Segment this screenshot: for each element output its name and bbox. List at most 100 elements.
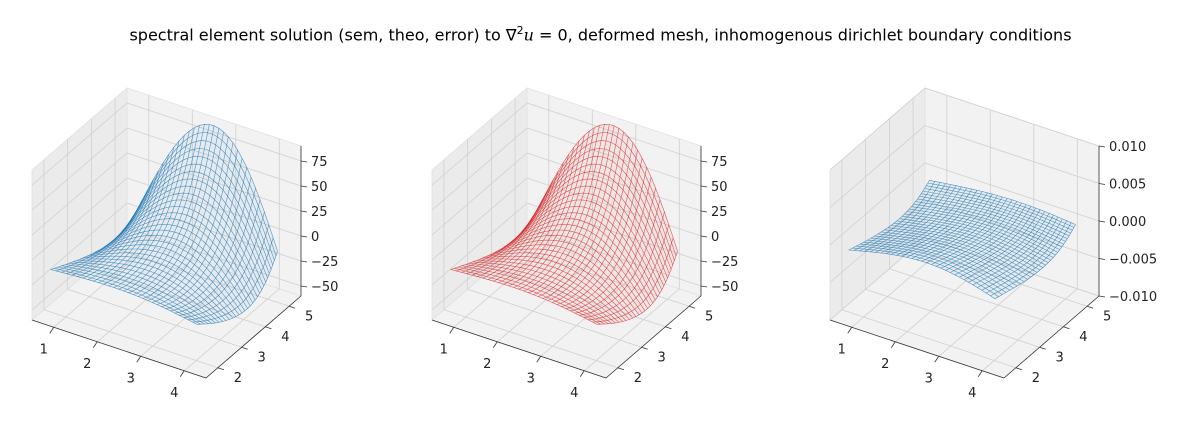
surface-line-v — [887, 227, 1035, 275]
surface-line-v — [927, 182, 1075, 228]
surface-line-v — [917, 198, 1064, 245]
gridline-x-floor — [453, 244, 550, 328]
surface-line-v — [881, 231, 1028, 280]
x-tick-label: 3 — [527, 371, 535, 386]
gridline-z-back — [526, 227, 702, 287]
y-tick-label: 5 — [1103, 309, 1111, 324]
surface-line-v — [489, 248, 637, 317]
surface-wireframe — [50, 123, 278, 325]
gridline-x-floor — [938, 273, 1035, 357]
surface-line-v — [495, 239, 643, 314]
gridline-z-back — [126, 152, 302, 212]
surface-line-v — [926, 185, 1073, 231]
surface-line-v — [884, 229, 1031, 278]
y-tick — [665, 326, 672, 330]
surface-line-v — [469, 262, 616, 324]
surface-line-v — [106, 218, 254, 304]
y-tick-label: 3 — [657, 350, 665, 365]
surface-line-v — [526, 148, 673, 266]
z-tick — [1098, 220, 1106, 223]
z-tick — [300, 285, 308, 288]
surface-line-v — [454, 268, 601, 325]
gridline-z-left — [829, 237, 926, 321]
surface-line-v — [890, 225, 1038, 273]
axis-lines — [31, 146, 302, 379]
gridline-y-floor — [912, 247, 1088, 307]
x-tick — [49, 327, 55, 334]
surface-line-v — [867, 239, 1014, 289]
gridline-z-left — [31, 202, 128, 286]
y-tick — [1086, 305, 1094, 309]
y-tick — [217, 367, 225, 371]
z-tick — [700, 285, 708, 288]
surface-line-v — [121, 171, 268, 279]
x-tick — [977, 370, 983, 377]
x-tick — [934, 356, 940, 363]
y-tick-label: 2 — [634, 371, 642, 386]
surface-line-v — [69, 262, 216, 324]
z-tick-label: 0 — [311, 230, 319, 245]
x-tick-label: 2 — [83, 357, 91, 372]
surface-line-v — [479, 258, 627, 321]
gridline-y-floor — [467, 288, 642, 348]
surface-line-v — [124, 156, 272, 270]
x-axis-line — [431, 319, 607, 379]
gridline-z-back — [526, 127, 702, 187]
y-tick — [288, 305, 296, 309]
surface-line-v — [476, 260, 623, 322]
surface-line-v — [72, 261, 220, 323]
surface-line-v — [131, 123, 278, 252]
gridline-z-left — [829, 125, 926, 208]
y-tick-label: 4 — [281, 330, 289, 345]
y-tick — [688, 305, 696, 309]
surface-line-v — [115, 192, 263, 290]
x-tick — [492, 341, 498, 348]
surface-line-v — [472, 261, 620, 323]
z-tick-label: 0.010 — [1109, 140, 1146, 155]
surface-line-v — [86, 252, 234, 319]
gridline-z-left — [431, 152, 528, 236]
surface-line-v — [58, 266, 205, 325]
z-tick — [300, 235, 308, 238]
surface-line-v — [924, 188, 1071, 234]
gridline-z-back — [526, 152, 702, 212]
z-tick — [1098, 183, 1106, 185]
surface-line-v — [498, 234, 646, 311]
surface-line-v — [83, 255, 230, 320]
gridline-z-left — [31, 177, 128, 261]
y-axis-line — [205, 295, 302, 379]
x-tick-label: 4 — [170, 386, 178, 401]
surface-line-v — [909, 208, 1056, 256]
surface-line-v — [108, 212, 256, 301]
surface-line-v — [508, 212, 656, 301]
surface-line-v — [896, 220, 1044, 268]
x-tick — [136, 356, 142, 363]
y-tick-label: 4 — [681, 330, 689, 345]
surface-line-v — [50, 269, 197, 325]
z-tick-label: 25 — [311, 205, 328, 220]
gridline-y-floor — [114, 247, 290, 307]
gridline-z-back — [526, 202, 702, 262]
surface-line-v — [522, 163, 670, 274]
surface-line-v — [922, 190, 1070, 237]
surface-line-v — [515, 192, 663, 290]
surface-line-v — [79, 258, 227, 321]
y-tick — [265, 326, 272, 330]
gridline-x-floor — [851, 244, 948, 328]
surface-line-v — [524, 156, 672, 270]
surface-line-v — [877, 233, 1025, 282]
z-tick — [1098, 145, 1106, 148]
gridline-x-floor — [540, 273, 637, 357]
gridline-z-back — [924, 200, 1100, 259]
surface-line-v — [126, 148, 273, 266]
surface-line-v — [915, 201, 1062, 248]
surface-line-v — [122, 163, 270, 274]
y-axis-line — [605, 295, 702, 379]
surface-line-v — [529, 132, 677, 256]
y-tick-label: 3 — [1055, 350, 1063, 365]
z-tick-label: 75 — [711, 155, 728, 170]
surface-line-v — [492, 244, 640, 316]
